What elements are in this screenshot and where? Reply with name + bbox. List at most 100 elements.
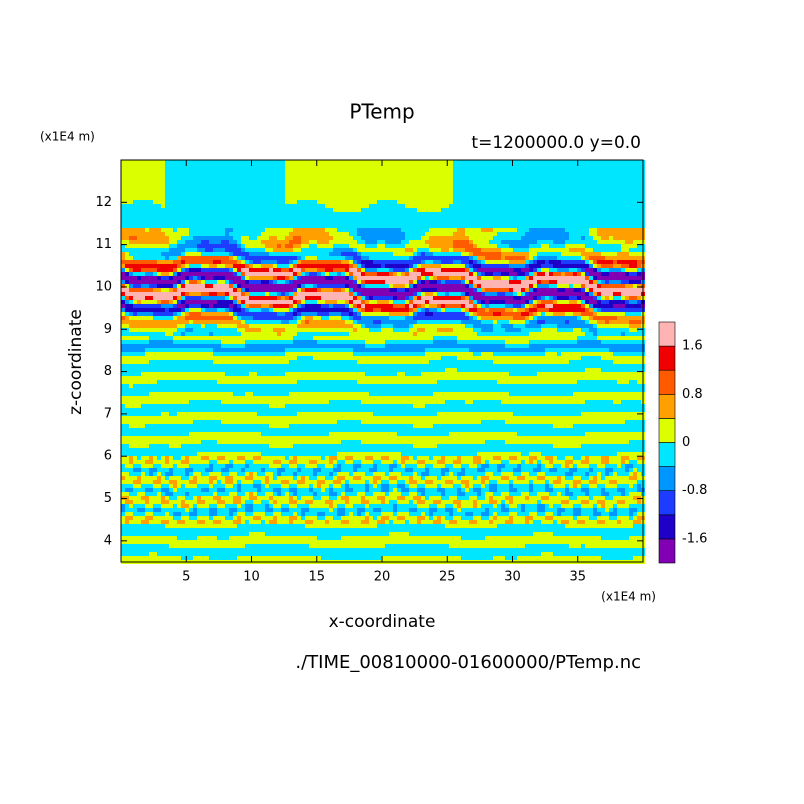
field-cell <box>201 248 205 252</box>
field-cell <box>589 196 593 200</box>
field-cell <box>553 248 557 252</box>
field-cell <box>281 220 285 224</box>
field-cell <box>461 196 465 200</box>
field-cell <box>189 288 193 292</box>
field-cell <box>181 192 185 196</box>
field-cell <box>141 188 145 192</box>
field-cell <box>537 232 541 236</box>
field-cell <box>153 260 157 264</box>
field-cell <box>121 288 125 292</box>
field-cell <box>485 180 489 184</box>
field-cell <box>129 200 133 204</box>
field-cell <box>629 208 633 212</box>
field-cell <box>585 224 589 228</box>
field-cell <box>377 288 381 292</box>
field-cell <box>421 160 425 164</box>
field-cell <box>585 248 589 252</box>
field-cell <box>509 308 513 312</box>
field-cell <box>201 188 205 192</box>
field-cell <box>421 164 425 168</box>
field-cell <box>257 176 261 180</box>
field-cell <box>269 176 273 180</box>
field-cell <box>585 228 589 232</box>
field-cell <box>421 192 425 196</box>
field-cell <box>621 212 625 216</box>
field-cell <box>161 196 165 200</box>
field-cell <box>381 296 385 300</box>
field-cell <box>549 224 553 228</box>
field-cell <box>265 264 269 268</box>
field-cell <box>417 224 421 228</box>
field-cell <box>497 252 501 256</box>
field-cell <box>621 300 625 304</box>
field-cell <box>349 272 353 276</box>
field-cell <box>529 276 533 280</box>
field-cell <box>621 276 625 280</box>
field-cell <box>153 276 157 280</box>
field-cell <box>337 184 341 188</box>
field-cell <box>153 296 157 300</box>
field-cell <box>393 176 397 180</box>
field-cell <box>485 248 489 252</box>
field-cell <box>277 280 281 284</box>
field-cell <box>361 188 365 192</box>
field-cell <box>209 244 213 248</box>
field-cell <box>201 268 205 272</box>
field-cell <box>613 200 617 204</box>
field-cell <box>337 228 341 232</box>
field-cell <box>289 252 293 256</box>
field-cell <box>125 216 129 220</box>
field-cell <box>365 212 369 216</box>
field-cell <box>337 168 341 172</box>
field-cell <box>365 192 369 196</box>
field-cell <box>457 224 461 228</box>
field-cell <box>189 268 193 272</box>
field-cell <box>541 192 545 196</box>
field-cell <box>337 304 341 308</box>
field-cell <box>425 296 429 300</box>
field-cell <box>425 300 429 304</box>
field-cell <box>501 236 505 240</box>
field-cell <box>449 208 453 212</box>
field-cell <box>461 200 465 204</box>
field-cell <box>261 192 265 196</box>
field-cell <box>493 260 497 264</box>
field-cell <box>325 300 329 304</box>
field-cell <box>173 228 177 232</box>
field-cell <box>545 160 549 164</box>
field-cell <box>341 248 345 252</box>
field-cell <box>229 292 233 296</box>
field-cell <box>609 284 613 288</box>
field-cell <box>633 292 637 296</box>
field-cell <box>485 224 489 228</box>
field-cell <box>329 204 333 208</box>
field-cell <box>389 176 393 180</box>
field-cell <box>441 164 445 168</box>
field-cell <box>513 220 517 224</box>
field-cell <box>409 248 413 252</box>
field-cell <box>193 244 197 248</box>
field-cell <box>621 172 625 176</box>
field-cell <box>401 264 405 268</box>
field-cell <box>613 216 617 220</box>
field-cell <box>333 184 337 188</box>
field-cell <box>613 264 617 268</box>
field-cell <box>573 200 577 204</box>
field-cell <box>573 296 577 300</box>
field-cell <box>421 300 425 304</box>
field-cell <box>609 304 613 308</box>
field-cell <box>513 232 517 236</box>
field-cell <box>241 292 245 296</box>
field-cell <box>313 280 317 284</box>
field-cell <box>193 204 197 208</box>
field-cell <box>141 296 145 300</box>
field-cell <box>521 208 525 212</box>
field-cell <box>417 164 421 168</box>
field-cell <box>633 196 637 200</box>
field-cell <box>329 276 333 280</box>
field-cell <box>605 260 609 264</box>
field-cell <box>217 192 221 196</box>
field-cell <box>405 176 409 180</box>
field-cell <box>281 264 285 268</box>
field-cell <box>593 300 597 304</box>
